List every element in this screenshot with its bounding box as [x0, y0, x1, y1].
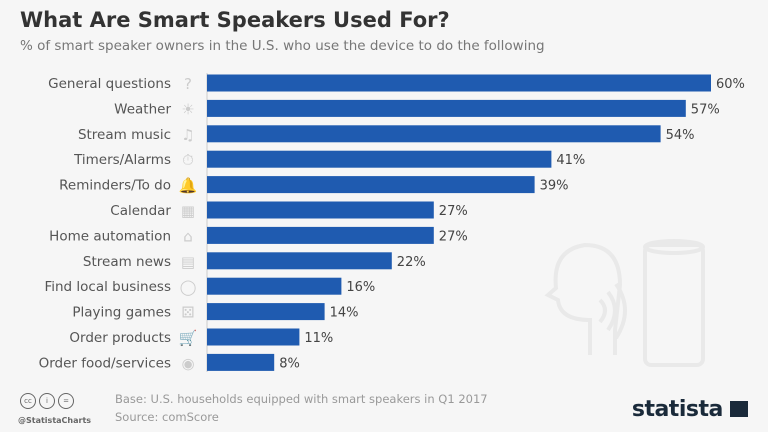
calendar-icon: ▦: [181, 202, 195, 220]
value-label: 54%: [666, 128, 695, 143]
house-icon: ⌂: [183, 227, 193, 245]
value-label: 41%: [556, 153, 585, 168]
chart-subtitle: % of smart speaker owners in the U.S. wh…: [20, 38, 545, 54]
twitter-handle: @StatistaCharts: [18, 416, 92, 425]
base-note: Base: U.S. households equipped with smar…: [115, 392, 488, 406]
value-label: 11%: [304, 331, 333, 346]
category-label: Weather: [114, 101, 171, 117]
bar: [207, 74, 711, 92]
bar: [207, 125, 661, 143]
sun-icon: ☀: [181, 100, 194, 118]
bar: [207, 226, 434, 244]
question-icon: ?: [184, 75, 192, 93]
category-label: Reminders/To do: [59, 178, 171, 194]
category-label: Stream music: [78, 127, 171, 143]
speaker-illustration: [544, 239, 705, 367]
stopwatch-icon: ⏱: [182, 151, 194, 169]
category-label: Calendar: [110, 203, 171, 219]
bell-icon: 🔔: [179, 177, 198, 195]
value-label: 27%: [439, 229, 468, 244]
bar: [207, 150, 552, 168]
category-label: Stream news: [83, 254, 171, 270]
bar: [207, 201, 434, 219]
chart-title: What Are Smart Speakers Used For?: [20, 8, 450, 32]
category-label: Home automation: [49, 228, 171, 244]
cc-icon: cc: [20, 393, 36, 409]
map-pin-icon: ◯: [180, 278, 197, 296]
value-label: 60%: [716, 77, 745, 92]
category-label: Find local business: [44, 279, 171, 295]
category-label: Timers/Alarms: [73, 152, 171, 168]
value-label: 14%: [330, 306, 359, 321]
statista-logo[interactable]: statista: [632, 397, 748, 422]
food-plate-icon: ◉: [181, 354, 194, 372]
value-label: 57%: [691, 102, 720, 117]
category-label: Order products: [69, 330, 171, 346]
value-label: 39%: [540, 179, 569, 194]
value-label: 8%: [279, 356, 300, 371]
bar: [207, 277, 342, 295]
attribution-icon: i: [39, 393, 55, 409]
newspaper-icon: ▤: [181, 253, 195, 271]
dice-icon: ⚄: [181, 304, 194, 322]
source-note: Source: comScore: [115, 410, 219, 424]
value-label: 16%: [346, 280, 375, 295]
category-label: Playing games: [72, 305, 171, 321]
bar: [207, 353, 275, 371]
cart-icon: 🛒: [179, 329, 198, 347]
bar: [207, 328, 300, 346]
no-derivatives-icon: =: [58, 393, 74, 409]
value-label: 27%: [439, 204, 468, 219]
bar: [207, 99, 686, 117]
bar: [207, 303, 325, 321]
category-label: Order food/services: [39, 355, 171, 371]
bar: [207, 252, 392, 270]
category-label: General questions: [48, 76, 171, 92]
music-note-icon: ♫: [181, 126, 194, 144]
value-label: 22%: [397, 255, 426, 270]
bar: [207, 176, 535, 194]
